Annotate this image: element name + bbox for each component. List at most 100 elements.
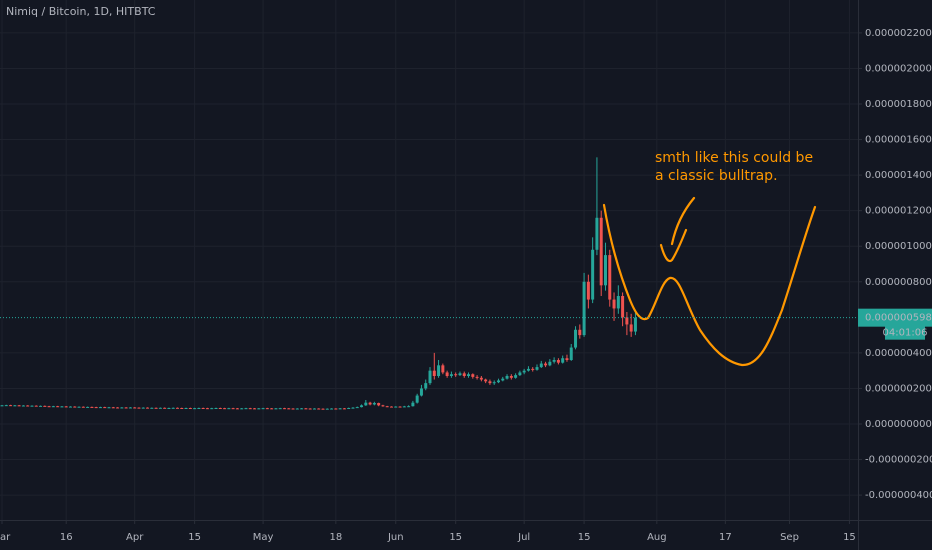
candle-body <box>471 374 475 377</box>
x-tick-label: Jul <box>517 532 530 543</box>
x-tick-label: 15 <box>843 532 856 543</box>
candle-body <box>561 358 565 363</box>
candle-body <box>137 407 141 409</box>
x-tick-label: 17 <box>719 532 732 543</box>
candle-body <box>552 360 556 362</box>
last-price-label: 0.00000059810 <box>865 313 932 324</box>
candle-body <box>107 407 111 409</box>
candle-body <box>492 382 496 384</box>
y-tick-label: 0.00000000000 <box>865 419 932 430</box>
chart-title: Nimiq / Bitcoin, 1D, HITBTC <box>6 5 156 18</box>
x-tick-label: ar <box>0 532 11 543</box>
candle-body <box>544 363 548 366</box>
candle-body <box>398 406 402 408</box>
candle-body <box>265 408 269 410</box>
candle-body <box>188 408 192 409</box>
x-tick-label: Apr <box>126 532 144 543</box>
y-tick-label: 0.00000160000 <box>865 135 932 146</box>
y-tick-label: 0.00000200000 <box>865 63 932 74</box>
candle-body <box>124 407 128 409</box>
candle-body <box>458 373 462 376</box>
candle-body <box>43 405 47 407</box>
candle-body <box>475 376 479 378</box>
candle-body <box>81 406 85 408</box>
x-tick-label: 16 <box>60 532 73 543</box>
candle-body <box>184 408 188 409</box>
candle-body <box>180 408 184 409</box>
x-tick-label: Sep <box>780 532 799 543</box>
candle-body <box>385 406 389 408</box>
countdown-box <box>885 324 925 340</box>
candle-body <box>501 378 505 381</box>
candle-body <box>235 408 239 410</box>
candle-body <box>167 408 171 409</box>
candle-body <box>509 376 513 378</box>
candle-body <box>223 408 227 410</box>
candle-body <box>261 408 265 410</box>
candle-body <box>539 363 543 368</box>
candle-body <box>595 217 599 250</box>
y-tick-label: 0.00000180000 <box>865 99 932 110</box>
candle-body <box>368 402 372 405</box>
candle-body <box>574 329 578 348</box>
candle-body <box>535 367 539 370</box>
candle-body <box>39 405 43 407</box>
candle-body <box>402 406 406 408</box>
candle-body <box>278 408 282 410</box>
candle-body <box>308 408 312 410</box>
candle-body <box>355 407 359 409</box>
candle-body <box>193 408 197 410</box>
candle-body <box>428 370 432 384</box>
candle-body <box>94 407 98 409</box>
candle-body <box>244 408 248 410</box>
candle-body <box>257 408 261 410</box>
candle-body <box>51 406 55 408</box>
y-tick-label: 0.00000080000 <box>865 277 932 288</box>
last-price-box <box>858 308 932 327</box>
candle-body <box>629 324 633 332</box>
candle-body <box>454 374 458 376</box>
candle-body <box>0 405 4 407</box>
grid <box>0 0 858 520</box>
candle-body <box>522 370 526 373</box>
candle-body <box>60 406 64 408</box>
x-tick-label: 15 <box>578 532 591 543</box>
candle-body <box>86 406 90 408</box>
annotation-line: smth like this could be <box>655 150 813 166</box>
candle-body <box>175 407 179 409</box>
x-tick-label: 15 <box>449 532 462 543</box>
candle-body <box>197 408 201 409</box>
candle-body <box>270 408 274 410</box>
candle-body <box>565 358 569 360</box>
candle-body <box>111 407 115 409</box>
candle-body <box>479 377 483 380</box>
candle-body <box>47 406 51 408</box>
candle-body <box>586 281 590 300</box>
y-tick-label: 0.00000120000 <box>865 206 932 217</box>
candle-body <box>445 372 449 376</box>
candle-body <box>381 405 385 407</box>
annotation-line: a classic bulltrap. <box>655 168 778 184</box>
candle-body <box>377 403 381 406</box>
candle-body <box>4 405 8 407</box>
candle-body <box>163 407 167 409</box>
candle-body <box>449 374 453 376</box>
candle-body <box>424 383 428 389</box>
candle-body <box>205 408 209 410</box>
candle-body <box>214 408 218 409</box>
candle-body <box>334 408 338 410</box>
drawing-curve <box>602 203 817 367</box>
candle-body <box>518 372 522 376</box>
candle-body <box>578 329 582 336</box>
candle-body <box>201 408 205 409</box>
candle-body <box>240 408 244 410</box>
candle-body <box>437 365 441 376</box>
candle-body <box>347 408 351 409</box>
x-tick-label: Jun <box>387 532 404 543</box>
candle-body <box>419 388 423 396</box>
candle-body <box>441 365 445 373</box>
candle-body <box>64 406 68 408</box>
candle-body <box>17 405 21 407</box>
